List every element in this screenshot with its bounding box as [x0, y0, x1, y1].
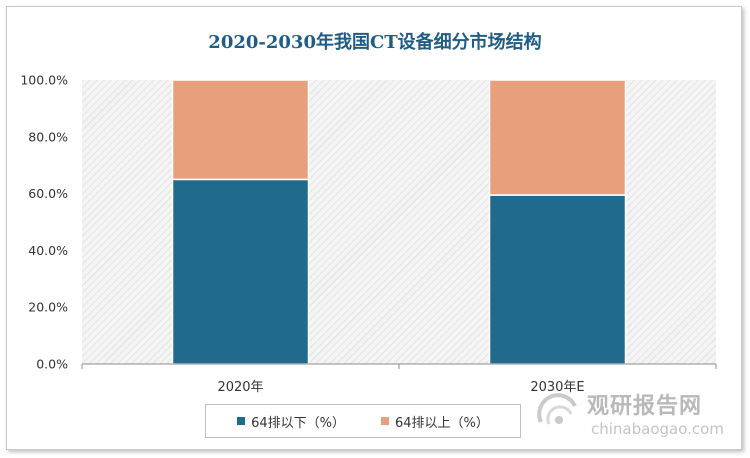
- legend-label-above-64: 64排以上（%）: [395, 415, 489, 431]
- legend: 64排以下（%） 64排以上（%）: [205, 404, 521, 438]
- y-tick-label: 60.0%: [28, 186, 68, 201]
- y-tick-label: 40.0%: [28, 243, 68, 258]
- y-tick-label: 20.0%: [28, 300, 68, 315]
- watermark-cn: 观研报告网: [587, 394, 703, 419]
- bar-1-series-0: [488, 194, 627, 365]
- chart-title: 2020-2030年我国CT设备细分市场结构: [208, 32, 542, 53]
- legend-item-above-64: 64排以上（%）: [381, 412, 489, 431]
- bar-0-series-0: [171, 178, 310, 365]
- y-tick-label: 100.0%: [20, 73, 68, 88]
- bar-0-series-1: [171, 79, 310, 181]
- watermark: 观研报告网 chinabaogao.com: [535, 388, 735, 442]
- legend-label-below-64: 64排以下（%）: [251, 415, 345, 431]
- watermark-en: chinabaogao.com: [591, 420, 724, 438]
- watermark-logo-icon: [537, 393, 577, 425]
- y-tick-label: 0.0%: [36, 357, 68, 372]
- legend-swatch-above-64: [381, 417, 389, 425]
- legend-swatch-below-64: [237, 417, 246, 425]
- bar-1-series-1: [488, 79, 627, 196]
- y-tick-label: 80.0%: [28, 129, 68, 144]
- legend-item-below-64: 64排以下（%）: [237, 412, 345, 431]
- x-tick-label: 2020年: [217, 380, 263, 395]
- x-tick-label: 2030年E: [530, 380, 584, 395]
